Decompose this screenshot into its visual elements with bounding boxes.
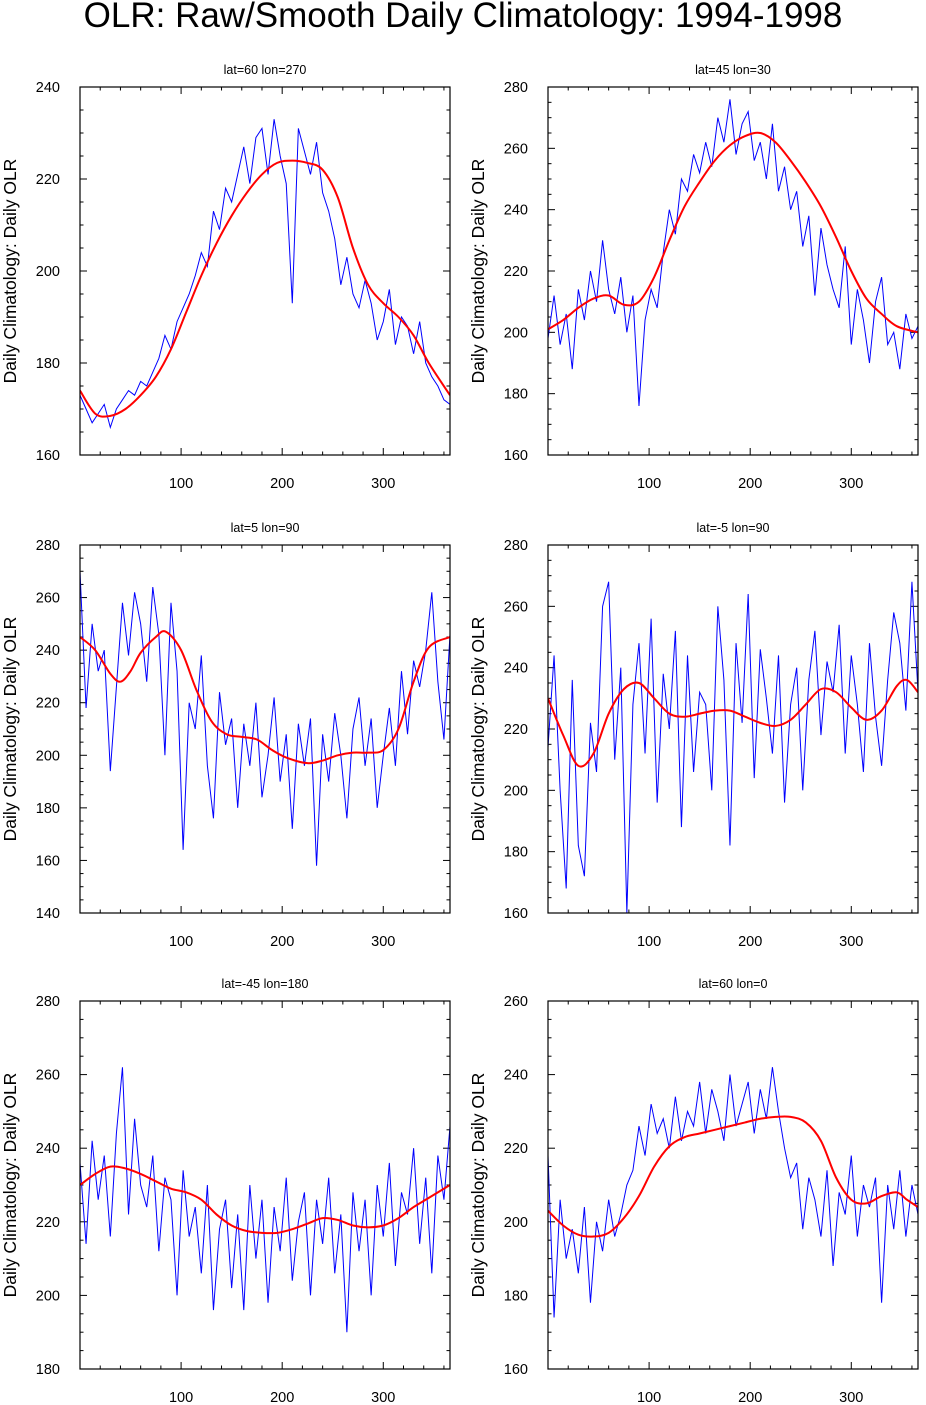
y-tick-label: 280 — [504, 538, 528, 554]
x-tick-label: 300 — [839, 1390, 863, 1405]
raw-series-line — [548, 1067, 918, 1318]
y-tick-label: 200 — [504, 325, 528, 341]
plot-frame — [79, 1000, 451, 1370]
y-tick-label: 280 — [36, 994, 60, 1010]
panel-4: lat=-5 lon=90 Daily Climatology: Daily OL… — [468, 521, 919, 950]
x-tick-label: 200 — [270, 476, 294, 492]
y-tick-label: 240 — [504, 661, 528, 677]
smooth-series-line — [80, 1165, 450, 1235]
x-tick-label: 100 — [637, 934, 661, 950]
panel-title: lat=45 lon=30 — [695, 63, 771, 77]
x-tick-label: 300 — [839, 934, 863, 950]
y-tick-label: 220 — [36, 696, 60, 712]
y-tick-label: 180 — [36, 801, 60, 817]
panel-3: lat=5 lon=90 Daily Climatology: Daily OLR… — [0, 521, 451, 950]
plot-frame — [547, 544, 919, 914]
y-tick-label: 200 — [36, 1288, 60, 1304]
y-tick-label: 180 — [36, 356, 60, 372]
y-tick-label: 260 — [36, 1068, 60, 1084]
plot-frame — [79, 544, 451, 914]
panel-1: lat=60 lon=270 Daily Climatology: Daily O… — [0, 63, 451, 492]
y-tick-label: 180 — [504, 1288, 528, 1304]
y-tick-label: 220 — [504, 264, 528, 280]
panel-title: lat=60 lon=0 — [699, 977, 768, 991]
panel-title: lat=60 lon=270 — [224, 63, 307, 77]
x-tick-label: 200 — [738, 1390, 762, 1405]
x-tick-label: 200 — [738, 476, 762, 492]
y-tick-label: 180 — [36, 1362, 60, 1378]
panel-6: lat=60 lon=0 Daily Climatology: Daily OLR… — [468, 977, 919, 1405]
x-tick-label: 200 — [270, 1390, 294, 1405]
y-tick-label: 240 — [36, 643, 60, 659]
x-tick-label: 200 — [270, 934, 294, 950]
y-tick-label: 160 — [504, 1362, 528, 1378]
y-tick-label: 160 — [36, 853, 60, 869]
smooth-series-line — [548, 131, 918, 334]
raw-series-line — [80, 119, 450, 430]
y-tick-label: 200 — [36, 264, 60, 280]
y-tick-label: 160 — [504, 448, 528, 464]
panel-title: lat=-5 lon=90 — [697, 521, 770, 535]
y-tick-label: 220 — [36, 1215, 60, 1231]
panel-2: lat=45 lon=30 Daily Climatology: Daily OL… — [468, 63, 919, 492]
x-tick-label: 100 — [169, 1390, 193, 1405]
smooth-series-line — [548, 1115, 918, 1238]
y-tick-label: 260 — [504, 994, 528, 1010]
x-tick-label: 200 — [738, 934, 762, 950]
x-tick-label: 300 — [371, 1390, 395, 1405]
y-axis-label: Daily Climatology: Daily OLR — [468, 159, 488, 384]
y-tick-label: 280 — [36, 538, 60, 554]
y-tick-label: 220 — [36, 172, 60, 188]
y-tick-label: 200 — [504, 1215, 528, 1231]
x-tick-label: 300 — [371, 476, 395, 492]
y-tick-label: 220 — [504, 1141, 528, 1157]
y-tick-label: 180 — [504, 845, 528, 861]
y-tick-label: 260 — [504, 599, 528, 615]
raw-series-line — [548, 99, 918, 406]
x-tick-label: 100 — [637, 476, 661, 492]
y-tick-label: 160 — [504, 906, 528, 922]
y-axis-label: Daily Climatology: Daily OLR — [0, 159, 20, 384]
x-tick-label: 100 — [637, 1390, 661, 1405]
raw-series-line — [80, 571, 450, 866]
y-tick-label: 220 — [504, 722, 528, 738]
plot-frame — [547, 1000, 919, 1370]
y-axis-label: Daily Climatology: Daily OLR — [468, 1073, 488, 1298]
y-tick-label: 240 — [504, 1068, 528, 1084]
y-tick-label: 160 — [36, 448, 60, 464]
y-tick-label: 180 — [504, 387, 528, 403]
raw-series-line — [548, 581, 918, 913]
smooth-series-line — [80, 159, 450, 418]
smooth-series-line — [80, 630, 450, 765]
y-tick-label: 140 — [36, 906, 60, 922]
panel-5: lat=-45 lon=180 Daily Climatology: Daily … — [0, 977, 451, 1405]
x-tick-label: 100 — [169, 476, 193, 492]
main-title: OLR: Raw/Smooth Daily Climatology: 1994-… — [83, 0, 843, 35]
y-tick-label: 240 — [36, 80, 60, 96]
x-tick-label: 100 — [169, 934, 193, 950]
plot-frame — [547, 86, 919, 456]
y-tick-label: 200 — [36, 748, 60, 764]
x-tick-label: 300 — [839, 476, 863, 492]
y-tick-label: 200 — [504, 783, 528, 799]
plot-frame — [79, 86, 451, 456]
smooth-series-line — [548, 678, 918, 768]
y-axis-label: Daily Climatology: Daily OLR — [0, 1073, 20, 1298]
y-axis-label: Daily Climatology: Daily OLR — [468, 617, 488, 842]
y-tick-label: 260 — [36, 591, 60, 607]
raw-series-line — [80, 1067, 450, 1333]
x-tick-label: 300 — [371, 934, 395, 950]
y-axis-label: Daily Climatology: Daily OLR — [0, 617, 20, 842]
y-tick-label: 280 — [504, 80, 528, 96]
y-tick-label: 240 — [36, 1141, 60, 1157]
panel-title: lat=-45 lon=180 — [222, 977, 309, 991]
panel-title: lat=5 lon=90 — [231, 521, 300, 535]
y-tick-label: 240 — [504, 203, 528, 219]
y-tick-label: 260 — [504, 141, 528, 157]
